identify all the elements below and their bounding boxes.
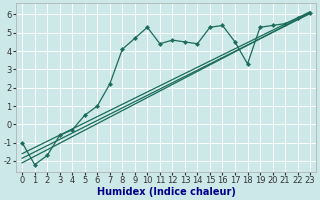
X-axis label: Humidex (Indice chaleur): Humidex (Indice chaleur) — [97, 187, 236, 197]
